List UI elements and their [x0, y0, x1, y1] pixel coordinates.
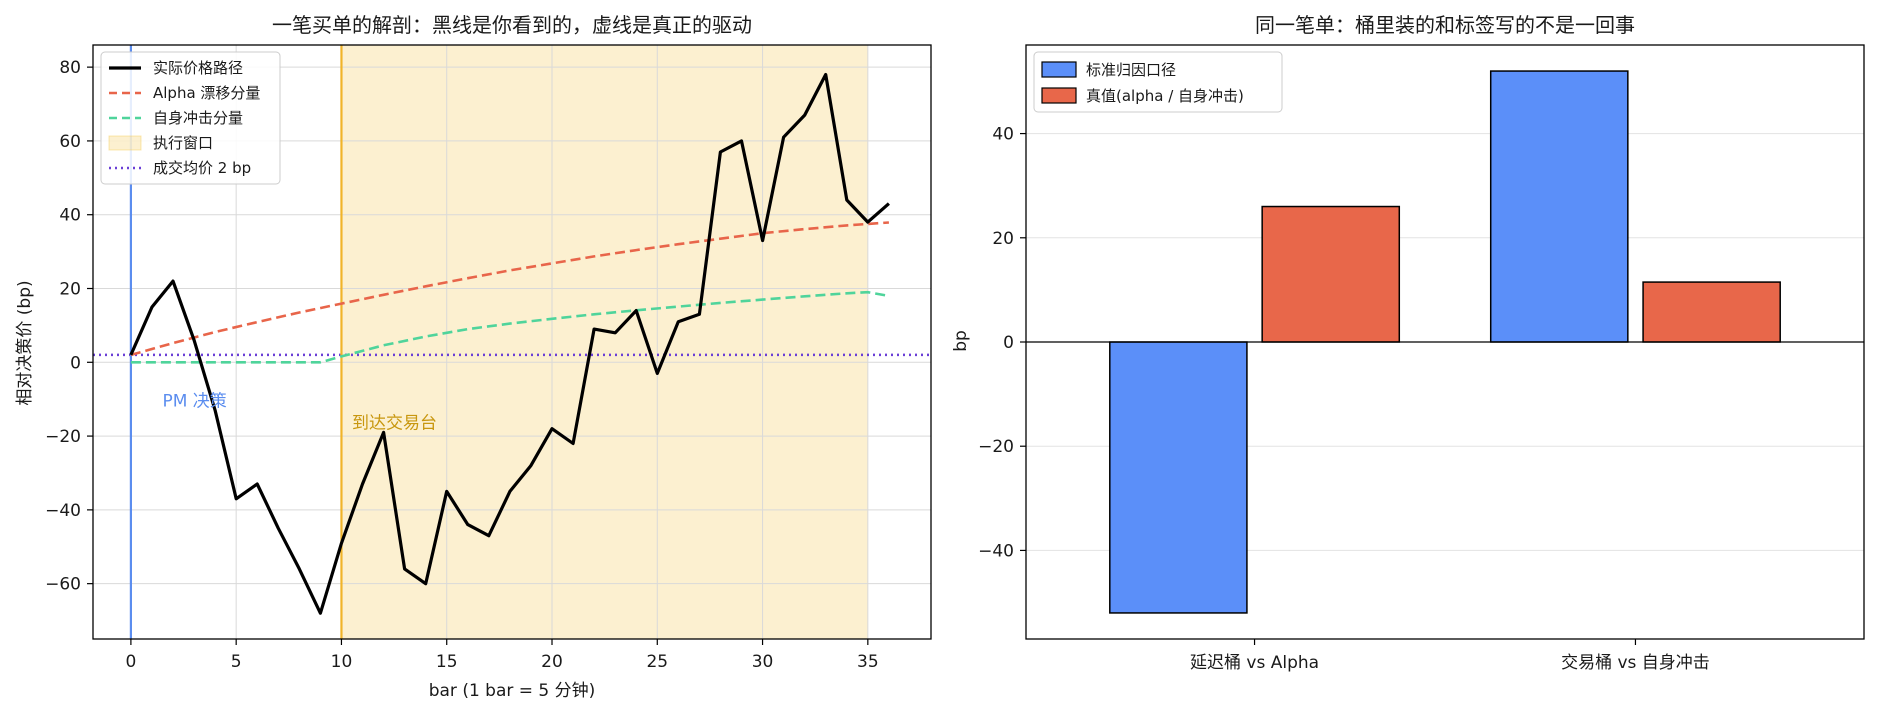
left-x-tick-label: 5: [231, 652, 242, 672]
right-y-tick-label: 20: [992, 229, 1014, 249]
desk-arrival-annotation: 到达交易台: [352, 414, 437, 434]
bar-true-0: [1261, 205, 1401, 343]
left-chart-title: 一笔买单的解剖：黑线是你看到的，虚线是真正的驱动: [272, 13, 752, 37]
left-y-tick-label: −60: [45, 575, 81, 595]
legend-entry-true-value: 真值(alpha / 自身冲击): [1041, 87, 1244, 105]
left-x-tick-label: 25: [646, 652, 668, 672]
left-x-tick-label: 0: [125, 652, 136, 672]
left-y-axis-label: 相对决策价 (bp): [15, 280, 35, 405]
right-y-tick-label: −40: [978, 541, 1014, 561]
legend-label: 真值(alpha / 自身冲击): [1086, 87, 1244, 105]
legend-entry-self-impact: 自身冲击分量: [109, 109, 243, 127]
left-x-tick-label: 20: [541, 652, 563, 672]
legend-label: 标准归因口径: [1086, 61, 1176, 79]
legend-swatch: [1041, 87, 1077, 104]
right-legend-box: [1033, 51, 1283, 113]
left-x-tick-label: 10: [331, 652, 353, 672]
legend-entry-alpha-drift-label: Alpha 漂移分量: [153, 84, 260, 102]
legend-entry-standard: 标准归因口径: [1041, 61, 1176, 79]
right-y-tick-label: 40: [992, 125, 1014, 145]
left-x-tick-label: 35: [857, 652, 879, 672]
right-y-tick-label: 0: [1003, 333, 1014, 353]
legend-entry-alpha-drift: Alpha 漂移分量: [109, 84, 260, 102]
price-path-line: [129, 72, 890, 615]
legend-swatch: [1041, 61, 1077, 78]
right-chart-title: 同一笔单：桶里装的和标签写的不是一回事: [1255, 13, 1635, 37]
legend-entry-price-path-label: 实际价格路径: [153, 59, 243, 77]
bar-standard-1: [1489, 70, 1629, 343]
left-axes-frame: [92, 44, 932, 640]
left-x-tick-label: 30: [752, 652, 774, 672]
left-x-axis-label: bar (1 bar = 5 分钟): [429, 681, 596, 701]
legend-entry-avg-fill-price-label: 成交均价 2 bp: [153, 159, 251, 177]
legend-entry-execution-window-label: 执行窗口: [153, 134, 213, 152]
right-panel: 同一笔单：桶里装的和标签写的不是一回事 延迟桶 vs Alpha 交易桶 vs 自…: [951, 13, 1865, 673]
right-x-tick-label: 交易桶 vs 自身冲击: [1561, 653, 1710, 673]
bar-standard-0: [1109, 341, 1248, 614]
legend-entry-execution-window-swatch: [108, 135, 142, 151]
bar-true-1: [1642, 281, 1781, 343]
left-y-tick-label: 60: [59, 132, 81, 152]
right-y-tick-label: −20: [978, 437, 1014, 457]
legend-entry-price-path: 实际价格路径: [109, 59, 243, 77]
right-plot-area: 延迟桶 vs Alpha 交易桶 vs 自身冲击 −40 −20 0 20 40: [978, 44, 1865, 673]
left-y-tick-label: 20: [59, 280, 81, 300]
left-y-tick-label: 0: [70, 353, 81, 373]
right-x-tick-label: 延迟桶 vs Alpha: [1190, 653, 1319, 673]
left-y-tick-label: 40: [59, 206, 81, 226]
left-y-tick-label: 80: [59, 58, 81, 78]
legend-entry-self-impact-label: 自身冲击分量: [153, 109, 243, 127]
left-y-tick-label: −20: [45, 427, 81, 447]
legend-entry-execution-window: 执行窗口: [108, 134, 213, 152]
legend-entry-avg-fill-price: 成交均价 2 bp: [109, 159, 251, 177]
pm-decision-annotation: PM 决策: [162, 392, 226, 412]
left-legend-box: [100, 51, 281, 185]
left-y-tick-label: −40: [45, 501, 81, 521]
self-impact-line: [130, 290, 890, 364]
execution-window-region: [341, 45, 868, 639]
left-x-tick-label: 15: [436, 652, 458, 672]
right-y-axis-label: bp: [951, 330, 971, 352]
